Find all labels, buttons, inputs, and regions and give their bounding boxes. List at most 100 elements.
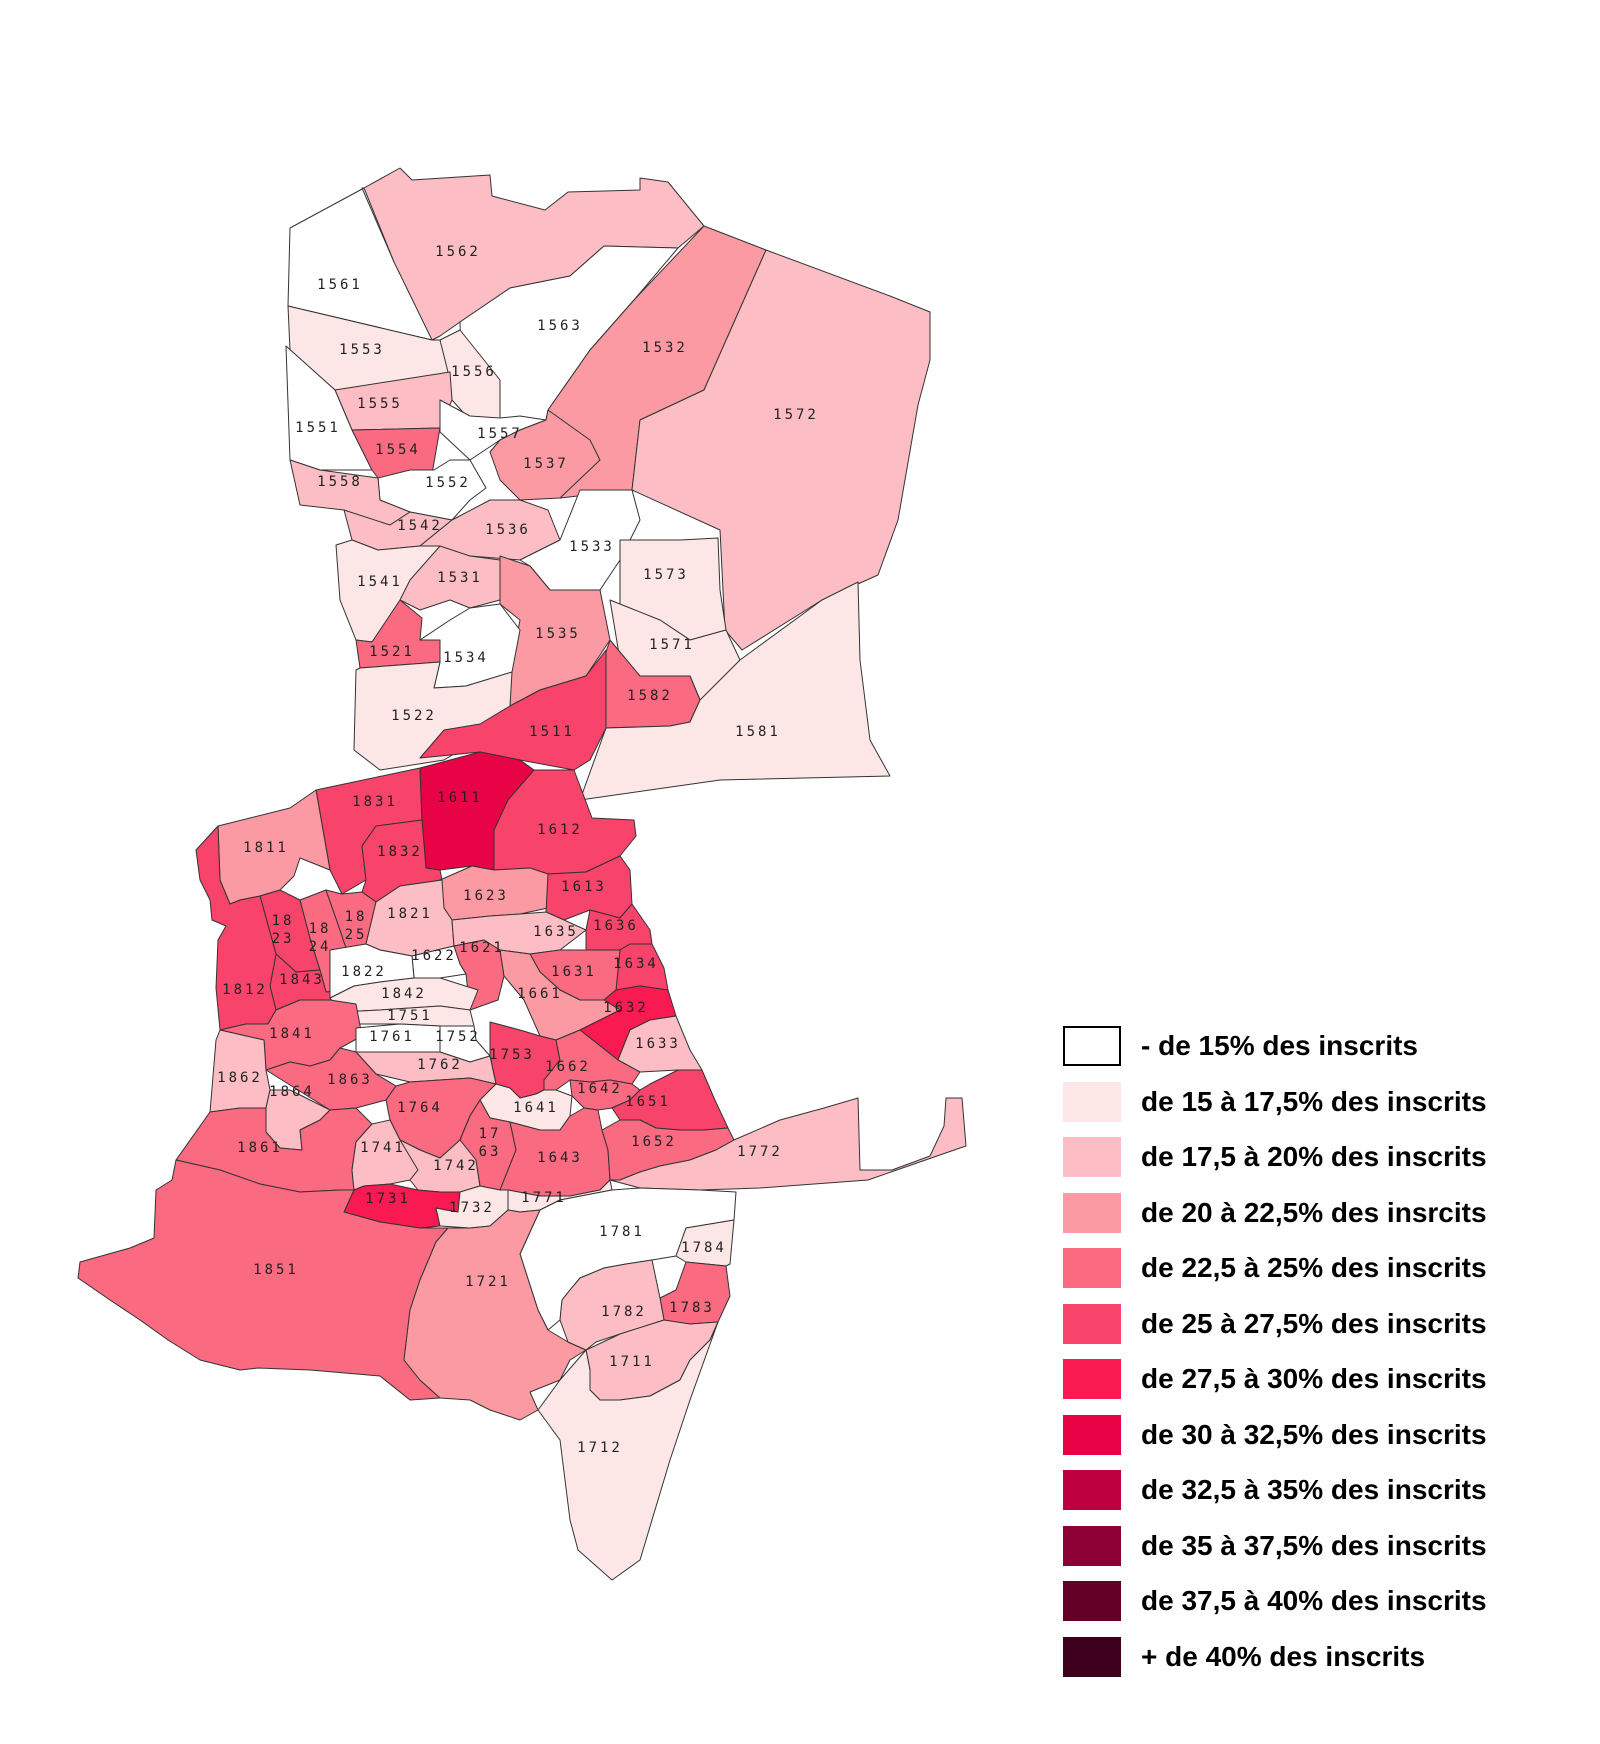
zone-label-1613: 1613 [561, 879, 607, 895]
legend-label: de 15 à 17,5% des inscrits [1141, 1085, 1487, 1117]
legend-label: de 35 à 37,5% des inscrits [1141, 1529, 1487, 1561]
legend-label: de 27,5 à 30% des inscrits [1141, 1363, 1487, 1394]
zone-label-1581: 1581 [735, 724, 781, 740]
zone-label-1563: 1563 [537, 318, 583, 334]
zone-label-1643: 1643 [537, 1150, 583, 1166]
zone-1772 [609, 1097, 967, 1191]
zone-1782 [559, 1259, 665, 1351]
zone-label-1763-part2: 63 [479, 1144, 502, 1160]
zone-label-1771: 1771 [521, 1190, 567, 1206]
zone-label-1551: 1551 [295, 420, 341, 436]
zone-label-1631: 1631 [551, 964, 597, 980]
zone-label-1611: 1611 [437, 790, 483, 806]
zone-1621 [453, 939, 505, 1011]
legend-swatch [1063, 1248, 1121, 1288]
legend-swatch [1063, 1414, 1121, 1455]
zone-label-1557: 1557 [477, 426, 523, 442]
legend-item: de 20 à 22,5% des insrcits [1063, 1192, 1563, 1249]
zone-label-1712: 1712 [577, 1440, 623, 1456]
zone-label-1832: 1832 [377, 844, 423, 860]
zone-1531 [399, 545, 501, 611]
zone-1537 [489, 409, 601, 501]
zone-label-1641: 1641 [513, 1100, 559, 1116]
zone-label-1642: 1642 [577, 1081, 623, 1097]
zone-label-1522: 1522 [391, 708, 437, 724]
zone-label-1623: 1623 [463, 888, 509, 904]
legend-swatch [1063, 1470, 1121, 1510]
zone-label-1784: 1784 [681, 1240, 727, 1256]
zone-label-1555: 1555 [357, 396, 403, 412]
zone-label-1612: 1612 [537, 822, 583, 838]
legend-swatch [1063, 1581, 1121, 1621]
zone-label-1861: 1861 [237, 1140, 283, 1156]
legend-label: de 32,5 à 35% des inscrits [1141, 1474, 1487, 1505]
legend-label: - de 15% des inscrits [1141, 1030, 1419, 1061]
zone-1751 [339, 1005, 475, 1027]
legend-item: de 30 à 32,5% des inscrits [1063, 1414, 1563, 1471]
zone-label-1635: 1635 [533, 924, 579, 940]
legend-swatch [1063, 1192, 1121, 1233]
zone-label-1825-part1: 18 [345, 909, 368, 925]
legend-item: de 22,5 à 25% des inscrits [1063, 1248, 1563, 1304]
zone-label-1821: 1821 [387, 906, 433, 922]
zone-label-1831: 1831 [352, 794, 398, 810]
zone-label-1556: 1556 [451, 364, 497, 380]
zone-label-1841: 1841 [269, 1026, 315, 1042]
legend-label: de 37,5 à 40% des inscrits [1141, 1585, 1487, 1616]
zone-label-1632: 1632 [603, 1000, 649, 1016]
zone-label-1752: 1752 [435, 1029, 481, 1045]
zone-label-1824-part1: 18 [309, 921, 332, 937]
zone-label-1772: 1772 [737, 1144, 783, 1160]
zone-label-1536: 1536 [485, 522, 531, 538]
zone-label-1661: 1661 [517, 986, 563, 1002]
legend-label: de 25 à 27,5% des inscrits [1141, 1307, 1487, 1339]
zone-label-1782: 1782 [601, 1304, 647, 1320]
zone-label-1751: 1751 [387, 1008, 433, 1024]
legend-label: de 30 à 32,5% des inscrits [1141, 1418, 1487, 1450]
map-legend: - de 15% des inscrits de 15 à 17,5% des i… [1063, 1026, 1563, 1692]
zone-label-1533: 1533 [569, 539, 615, 555]
zone-1851 [77, 1159, 449, 1401]
legend-label: de 17,5 à 20% des inscrits [1141, 1141, 1487, 1172]
zone-label-1636: 1636 [593, 918, 639, 934]
zone-1562 [363, 167, 705, 341]
legend-swatch [1063, 1026, 1121, 1066]
legend-swatch [1063, 1636, 1121, 1677]
zone-label-1534: 1534 [443, 650, 489, 666]
zone-label-1731: 1731 [365, 1191, 411, 1207]
labels-layer: 1561 1562 1563 1532 1572 1553 1556 1555 1551 1557… [217, 244, 816, 1456]
legend-item: de 27,5 à 30% des inscrits [1063, 1359, 1563, 1415]
legend-item: de 37,5 à 40% des inscrits [1063, 1581, 1563, 1637]
zone-label-1843: 1843 [279, 972, 325, 988]
zone-label-1651: 1651 [625, 1094, 671, 1110]
zone-label-1633: 1633 [635, 1036, 681, 1052]
zone-label-1781: 1781 [599, 1224, 645, 1240]
zone-label-1622: 1622 [411, 948, 457, 964]
zone-label-1711: 1711 [609, 1354, 655, 1370]
zone-label-1811: 1811 [243, 840, 289, 856]
legend-item: - de 15% des inscrits [1063, 1026, 1563, 1082]
zone-label-1562: 1562 [435, 244, 481, 260]
zone-label-1764: 1764 [397, 1100, 443, 1116]
zone-label-1783: 1783 [669, 1300, 715, 1316]
zone-label-1573: 1573 [643, 567, 689, 583]
zone-label-1542: 1542 [397, 518, 443, 534]
legend-swatch [1063, 1303, 1121, 1344]
legend-item: + de 40% des inscrits [1063, 1636, 1563, 1693]
zone-label-1862: 1862 [217, 1070, 263, 1086]
zone-label-1863: 1863 [327, 1072, 373, 1088]
zone-label-1812: 1812 [222, 982, 268, 998]
zone-label-1571: 1571 [649, 637, 695, 653]
zone-label-1823-part2: 23 [272, 931, 295, 947]
zone-label-1825-part2: 25 [345, 927, 368, 943]
zone-label-1753: 1753 [489, 1047, 535, 1063]
legend-item: de 25 à 27,5% des inscrits [1063, 1303, 1563, 1360]
zone-label-1762: 1762 [417, 1057, 463, 1073]
zone-label-1822: 1822 [341, 964, 387, 980]
zone-1712 [537, 1321, 719, 1581]
zone-label-1763-part1: 17 [479, 1126, 502, 1142]
zone-1522 [353, 661, 513, 771]
zone-label-1761: 1761 [369, 1029, 415, 1045]
legend-label: de 22,5 à 25% des inscrits [1141, 1252, 1487, 1283]
zone-label-1511: 1511 [529, 724, 575, 740]
